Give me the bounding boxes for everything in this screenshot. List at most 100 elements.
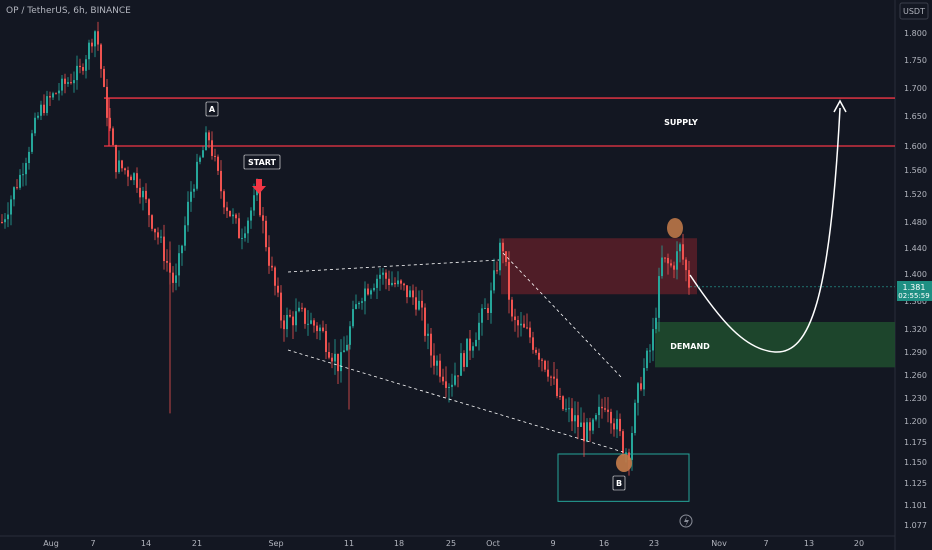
candle-body	[28, 151, 30, 164]
time-tick-label: 23	[649, 539, 659, 548]
time-tick-label: 7	[90, 539, 95, 548]
time-tick-label: 7	[763, 539, 768, 548]
candle-body	[70, 82, 72, 84]
candle-body	[82, 67, 84, 71]
candle-body	[64, 78, 66, 84]
candle-body	[136, 173, 138, 188]
candle-body	[403, 283, 405, 286]
candle-body	[382, 272, 384, 275]
candle-body	[157, 232, 159, 238]
candle-body	[535, 349, 537, 353]
candle-body	[307, 323, 309, 325]
candle-body	[613, 423, 615, 430]
candle-body	[439, 360, 441, 377]
candle-body	[262, 215, 264, 221]
candle-body	[280, 292, 282, 321]
candle-body	[406, 285, 408, 298]
price-tick-label: 1.175	[904, 438, 927, 447]
candle-body	[331, 357, 333, 362]
time-tick-label: 20	[854, 539, 864, 548]
candle-body	[100, 44, 102, 69]
candle-body	[493, 270, 495, 291]
candle-body	[55, 93, 57, 95]
candle-body	[139, 187, 141, 198]
candle-body	[10, 199, 12, 215]
candle-body	[40, 104, 42, 116]
candle-body	[475, 339, 477, 347]
candle-body	[301, 307, 303, 309]
candle-body	[199, 157, 201, 162]
price-tick-label: 1.290	[904, 348, 927, 357]
candle-body	[76, 65, 78, 81]
candle-body	[667, 257, 669, 264]
candle-body	[592, 419, 594, 431]
candle-body	[196, 161, 198, 189]
candle-body	[451, 384, 453, 387]
candle-body	[310, 320, 312, 324]
candle-body	[550, 376, 552, 378]
candle-body	[556, 378, 558, 397]
candle-body	[88, 42, 90, 60]
candle-body	[229, 210, 231, 217]
candle-body	[481, 308, 483, 323]
candle-body	[226, 207, 228, 211]
candle-body	[571, 408, 573, 422]
price-tick-label: 1.600	[904, 142, 927, 151]
candle-body	[34, 117, 36, 134]
label-a: A	[205, 101, 219, 117]
candle-body	[268, 247, 270, 266]
price-tick-label: 1.480	[904, 218, 927, 227]
candle-body	[640, 383, 642, 390]
candle-body	[178, 253, 180, 276]
candle-body	[490, 290, 492, 313]
candle-body	[634, 402, 636, 434]
time-tick-label: Aug	[43, 539, 59, 548]
candle-body	[337, 353, 339, 372]
candle-body	[145, 190, 147, 200]
price-tick-label: 1.260	[904, 371, 927, 380]
time-tick-label: Oct	[486, 539, 500, 548]
candle-body	[340, 352, 342, 372]
candle-body	[103, 68, 105, 87]
lightning-icon[interactable]	[679, 514, 693, 528]
candle-body	[394, 282, 396, 285]
candle-body	[364, 288, 366, 302]
candle-body	[517, 320, 519, 326]
candle-body	[655, 317, 657, 330]
candle-body	[37, 115, 39, 118]
trendline-descending	[502, 252, 623, 379]
candle-body	[31, 133, 33, 152]
candle-body	[190, 191, 192, 202]
time-axis[interactable]: Aug 7 14 21 Sep 11 18 25 Oct 9 16 23 Nov 7 13 20	[0, 535, 895, 548]
price-axis[interactable]: 1.800 1.750 1.700 1.650 1.600 1.560 1.520 1.480…	[894, 0, 927, 550]
candle-body	[286, 314, 288, 330]
candle-body	[358, 302, 360, 305]
candle-body	[13, 187, 15, 200]
candle-body	[409, 290, 411, 298]
candle-body	[325, 331, 327, 352]
candle-body	[7, 214, 9, 220]
candle-body	[499, 242, 501, 271]
candle-body	[148, 199, 150, 216]
candle-body	[589, 422, 591, 431]
candle-body	[4, 219, 6, 223]
candle-body	[523, 323, 525, 328]
symbol-title: OP / TetherUS, 6h, BINANCE	[6, 6, 131, 16]
candle-body	[370, 290, 372, 295]
candle-body	[223, 191, 225, 208]
candle-body	[484, 308, 486, 310]
bottom-marker	[616, 454, 632, 472]
candle-body	[118, 160, 120, 173]
candle-body	[598, 406, 600, 416]
price-tick-label: 1.650	[904, 112, 927, 121]
candle-body	[466, 338, 468, 367]
candle-body	[478, 322, 480, 340]
candle-body	[397, 280, 399, 285]
currency-badge[interactable]: USDT	[899, 2, 929, 20]
candle-body	[304, 308, 306, 324]
time-tick-label: 25	[446, 539, 456, 548]
candle-body	[541, 359, 543, 361]
candle-body	[664, 257, 666, 259]
